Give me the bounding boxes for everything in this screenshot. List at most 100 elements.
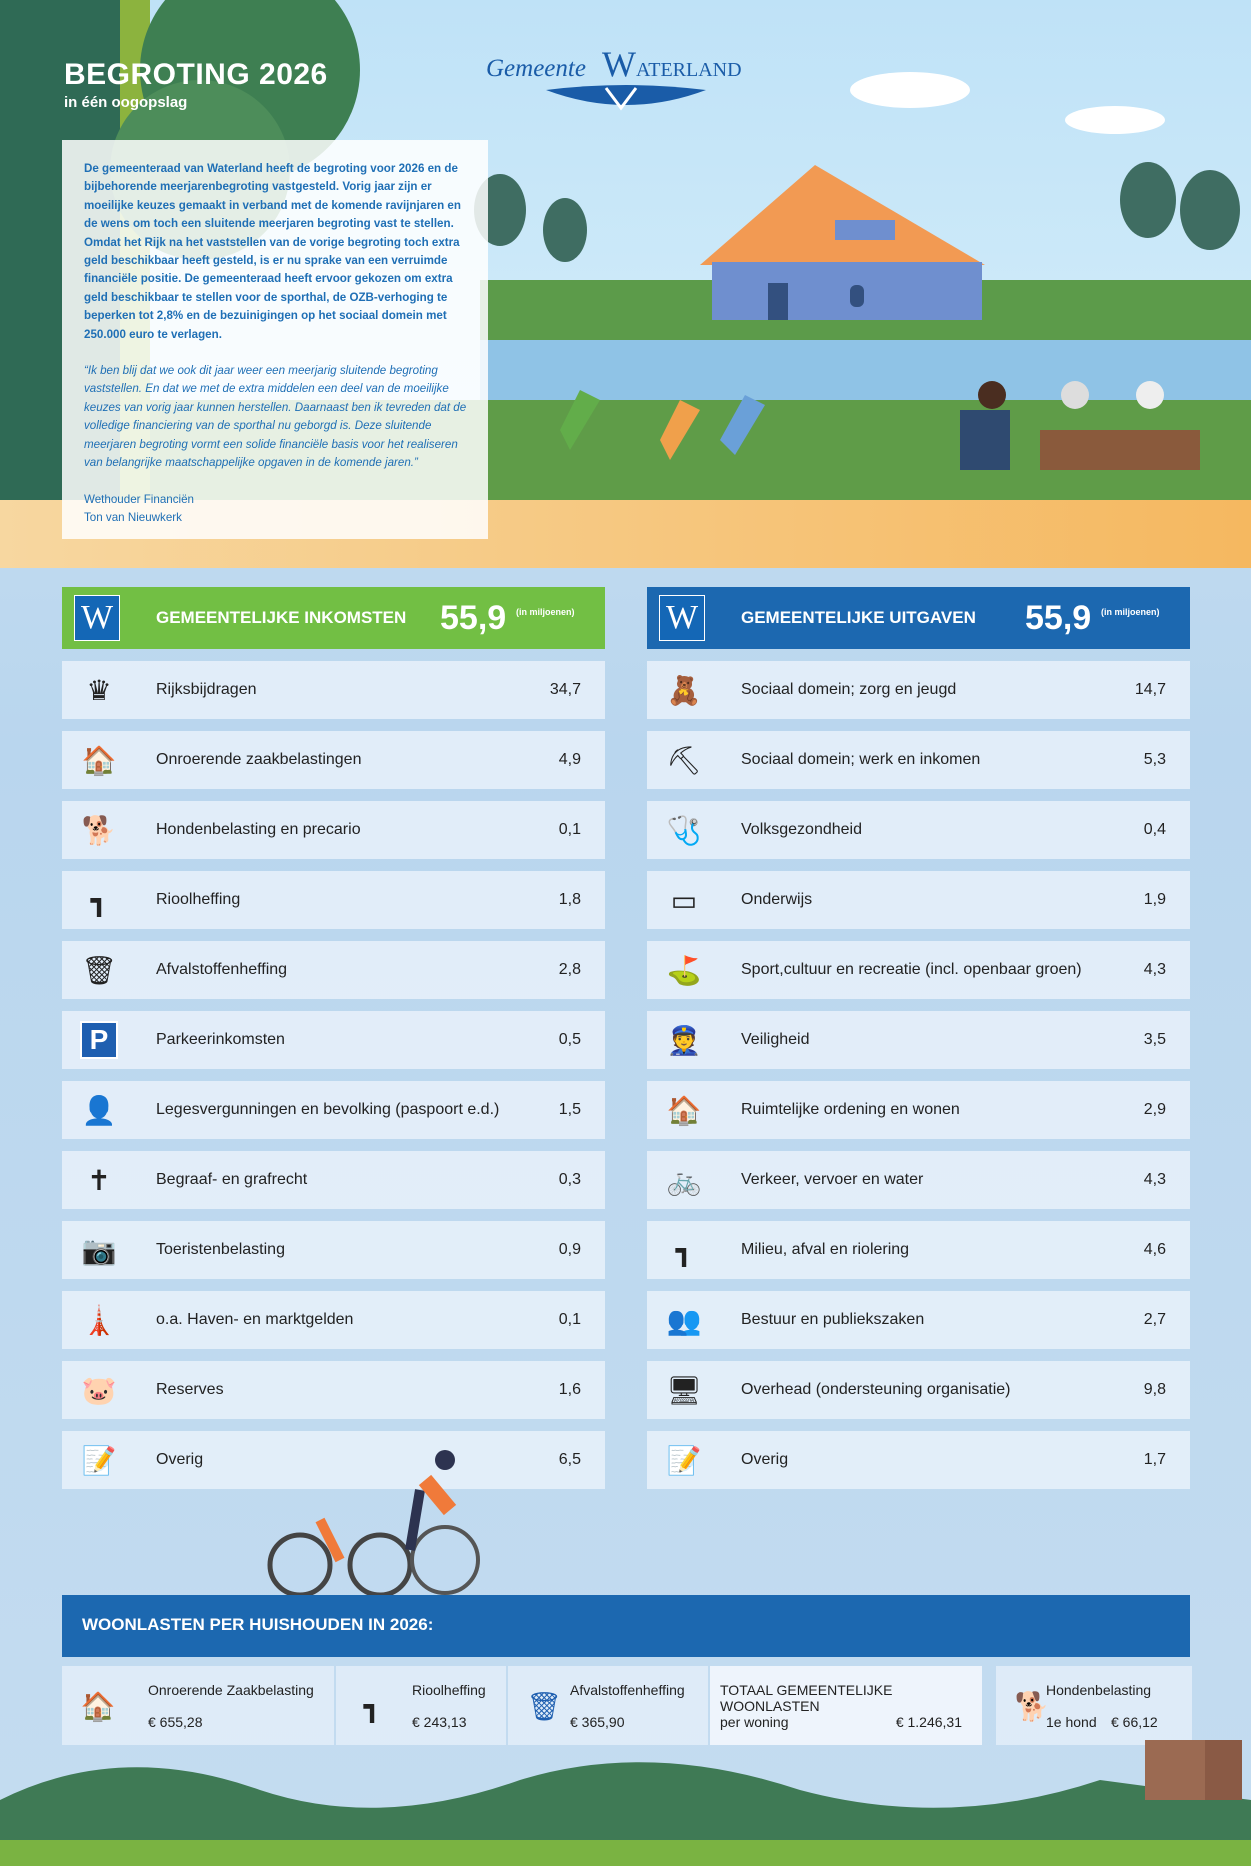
police-officer-icon: 👮 [666,1024,702,1056]
expenses-panel: W GEMEENTELIJKE UITGAVEN 55,9 (in miljoe… [647,587,1190,1489]
income-row: ┓ Rioolheffing 1,8 [62,871,605,929]
row-value: 9,8 [1143,1381,1166,1398]
row-label: Legesvergunningen en bevolking (paspoort… [156,1101,500,1118]
totaal-value: € 1.246,31 [895,1714,962,1730]
signature-role: Wethouder Financiën [84,492,194,506]
row-value: 0,3 [558,1171,581,1188]
row-label: Ruimtelijke ordening en wonen [741,1101,960,1118]
row-label: Milieu, afval en riolering [741,1241,910,1258]
expenses-total: 55,9 [1025,599,1092,637]
alderman-quote: “Ik ben blij dat we ook dit jaar weer ee… [84,364,467,470]
income-row: ♛ Rijksbijdragen 34,7 [62,661,605,719]
row-label: Toeristenbelasting [156,1241,285,1258]
pipe-icon: ┓ [675,1234,693,1266]
row-value: 4,3 [1143,1171,1166,1188]
grave-cross-icon: ✝ [87,1164,111,1196]
svg-text:Gemeente: Gemeente [486,55,586,82]
row-value: 0,4 [1143,821,1166,838]
expenses-unit: (in miljoenen) [1101,607,1160,617]
woonlasten-hond: 🐕 Hondenbelasting 1e hond € 66,12 [996,1666,1192,1745]
row-value: 2,9 [1143,1101,1166,1118]
row-value: 1,6 [558,1381,581,1398]
camera-icon: 📷 [81,1234,117,1266]
ozb-label: Onroerende Zaakbelasting [148,1682,314,1698]
expenses-row: 🚲 Verkeer, vervoer en water 4,3 [647,1151,1190,1209]
row-label: Overig [741,1451,789,1468]
expenses-title: GEMEENTELIJKE UITGAVEN [741,608,976,627]
expenses-row: 🖥 Overhead (ondersteuning organisatie) 9,8 [647,1361,1190,1419]
row-value: 0,1 [558,821,581,838]
income-header: W GEMEENTELIJKE INKOMSTEN 55,9 (in miljo… [62,587,605,649]
row-value: 4,6 [1143,1241,1166,1258]
income-unit: (in miljoenen) [516,607,575,617]
row-value: 1,5 [558,1101,581,1118]
row-value: 0,1 [558,1311,581,1328]
woonlasten-ozb: 🏠 Onroerende Zaakbelasting € 655,28 [62,1666,334,1745]
rijkswapen-icon: ♛ [86,674,112,706]
row-value: 4,3 [1143,961,1166,978]
expenses-header: W GEMEENTELIJKE UITGAVEN 55,9 (in miljoe… [647,587,1190,649]
stethoscope-icon: 🩺 [666,814,702,846]
row-value: 2,8 [558,961,581,978]
expenses-row: ⛳ Sport,cultuur en recreatie (incl. openb… [647,941,1190,999]
row-label: Onderwijs [741,891,813,908]
hond-value: € 66,12 [1111,1714,1158,1730]
hond-label: Hondenbelasting [1046,1682,1152,1698]
row-label: Overig [156,1451,204,1468]
expenses-row: ▭ Onderwijs 1,9 [647,871,1190,929]
expenses-row: 🏠 Ruimtelijke ordening en wonen 2,9 [647,1081,1190,1139]
people-group-icon: 👥 [666,1304,702,1336]
woonlasten-totaal: TOTAAL GEMEENTELIJKE WOONLASTEN per wonin… [710,1666,982,1745]
svg-text:ATERLAND: ATERLAND [636,59,742,81]
expenses-row: 📝 Overig 1,7 [647,1431,1190,1489]
row-label: Volksgezondheid [741,821,862,838]
signature-name: Ton van Nieuwkerk [84,510,182,524]
expenses-row: ⛏ Sociaal domein; werk en inkomen 5,3 [647,731,1190,789]
income-row: 🗼 o.a. Haven- en marktgelden 0,1 [62,1291,605,1349]
row-label: Begraaf- en grafrecht [156,1171,308,1188]
row-label: Veiligheid [741,1031,810,1048]
row-value: 1,8 [558,891,581,908]
row-label: Sport,cultuur en recreatie (incl. openba… [741,961,1082,978]
house-icon: 🏠 [80,1690,116,1722]
income-total: 55,9 [440,599,507,637]
golf-flag-icon: ⛳ [666,954,702,986]
w-logo-icon: W [659,595,705,641]
woonlasten-header: WOONLASTEN PER HUISHOUDEN IN 2026: [62,1595,1190,1657]
income-row: 👤 Legesvergunningen en bevolking (paspoor… [62,1081,605,1139]
woonlasten-afval: 🗑 Afvalstoffenheffing € 365,90 [508,1666,708,1745]
row-value: 6,5 [558,1451,581,1468]
row-value: 0,9 [558,1241,581,1258]
row-label: Afvalstoffenheffing [156,961,288,978]
row-label: Hondenbelasting en precario [156,821,361,838]
hills-illustration [0,1740,1251,1866]
dog-icon: 🐕 [81,814,117,846]
page-subtitle: in één oogopslag [64,94,188,111]
row-label: Rioolheffing [156,891,241,908]
income-row: 🏠 Onroerende zaakbelastingen 4,9 [62,731,605,789]
income-row: 🐷 Reserves 1,6 [62,1361,605,1419]
bicycle-icon: 🚲 [666,1164,702,1196]
income-row: 📷 Toeristenbelasting 0,9 [62,1221,605,1279]
row-label: Overhead (ondersteuning organisatie) [741,1381,1011,1398]
waste-bin-icon: 🗑 [81,954,117,986]
woonlasten-cells: 🏠 Onroerende Zaakbelasting € 655,28 ┓ Riool… [62,1666,1192,1745]
house-icon: 🏠 [666,1094,702,1126]
row-value: 34,7 [549,681,581,698]
totaal-sub: per woning [720,1714,789,1730]
riool-label: Rioolheffing [412,1682,486,1698]
row-label: Onroerende zaakbelastingen [156,751,362,768]
w-logo-icon: W [74,595,120,641]
person-icon: 👤 [81,1094,117,1126]
pipe-icon: ┓ [90,884,108,916]
piggy-bank-icon: 🐷 [81,1374,117,1406]
hond-sub: 1e hond [1046,1714,1097,1730]
row-value: 5,3 [1143,751,1166,768]
expenses-row: 👮 Veiligheid 3,5 [647,1011,1190,1069]
document-pencil-icon: 📝 [666,1444,702,1476]
riool-value: € 243,13 [412,1714,467,1730]
monitor-icon: 🖥 [666,1374,702,1406]
pipe-icon: ┓ [363,1690,381,1722]
house-icon: 🏠 [81,744,117,776]
row-label: Rijksbijdragen [156,681,257,698]
